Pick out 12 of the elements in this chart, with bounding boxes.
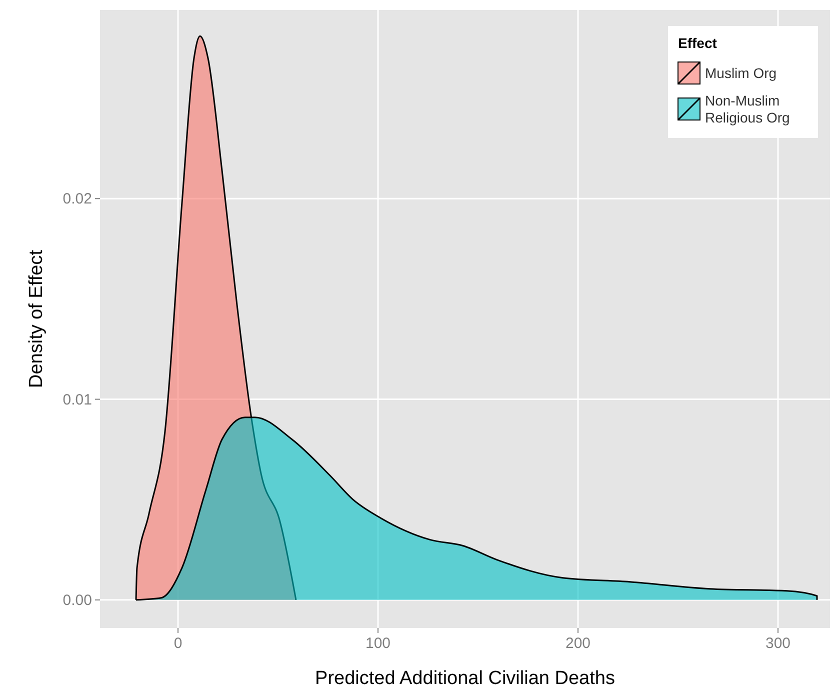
x-tick-label: 0: [174, 635, 182, 652]
x-tick-label: 200: [565, 635, 591, 652]
x-tick-label: 100: [365, 635, 391, 652]
x-axis-title: Predicted Additional Civilian Deaths: [315, 668, 615, 689]
legend-label: Non-Muslim Religious Org: [705, 92, 790, 126]
x-tick-label: 300: [765, 635, 791, 652]
legend-label: Muslim Org: [705, 65, 777, 81]
y-tick-label: 0.00: [62, 592, 92, 609]
legend-title: Effect: [678, 35, 718, 51]
y-tick-label: 0.02: [62, 190, 92, 208]
y-axis-title: Density of Effect: [26, 249, 47, 388]
y-tick-label: 0.01: [62, 391, 92, 408]
